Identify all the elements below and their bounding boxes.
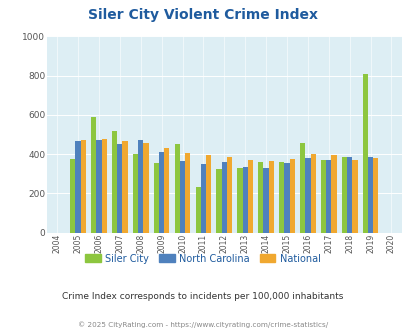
Bar — [367, 157, 372, 233]
Bar — [200, 164, 205, 233]
Bar — [185, 152, 190, 233]
Bar — [284, 163, 289, 233]
Bar — [226, 157, 232, 233]
Bar — [143, 143, 148, 233]
Bar — [101, 139, 107, 233]
Bar — [117, 144, 122, 233]
Bar — [320, 160, 325, 233]
Bar — [330, 155, 336, 233]
Bar — [279, 162, 284, 233]
Bar — [362, 74, 367, 233]
Bar — [205, 155, 211, 233]
Bar — [122, 141, 127, 233]
Legend: Siler City, North Carolina, National: Siler City, North Carolina, National — [81, 249, 324, 267]
Bar — [258, 162, 263, 233]
Bar — [159, 152, 164, 233]
Bar — [91, 117, 96, 233]
Bar — [96, 140, 101, 233]
Bar — [132, 154, 138, 233]
Bar — [352, 160, 357, 233]
Bar — [174, 144, 179, 233]
Bar — [299, 143, 305, 233]
Bar — [305, 158, 310, 233]
Bar — [372, 158, 377, 233]
Bar — [310, 154, 315, 233]
Text: Siler City Violent Crime Index: Siler City Violent Crime Index — [88, 8, 317, 22]
Bar — [179, 161, 185, 233]
Bar — [346, 157, 352, 233]
Text: © 2025 CityRating.com - https://www.cityrating.com/crime-statistics/: © 2025 CityRating.com - https://www.city… — [78, 322, 327, 328]
Text: Crime Index corresponds to incidents per 100,000 inhabitants: Crime Index corresponds to incidents per… — [62, 292, 343, 301]
Bar — [70, 159, 75, 233]
Bar — [164, 148, 169, 233]
Bar — [138, 140, 143, 233]
Bar — [153, 163, 159, 233]
Bar — [268, 161, 273, 233]
Bar — [325, 160, 330, 233]
Bar — [263, 168, 268, 233]
Bar — [195, 186, 200, 233]
Bar — [221, 162, 226, 233]
Bar — [247, 160, 252, 233]
Bar — [341, 157, 346, 233]
Bar — [112, 131, 117, 233]
Bar — [75, 141, 81, 233]
Bar — [216, 169, 221, 233]
Bar — [289, 159, 294, 233]
Bar — [237, 168, 242, 233]
Bar — [242, 167, 247, 233]
Bar — [81, 140, 86, 233]
